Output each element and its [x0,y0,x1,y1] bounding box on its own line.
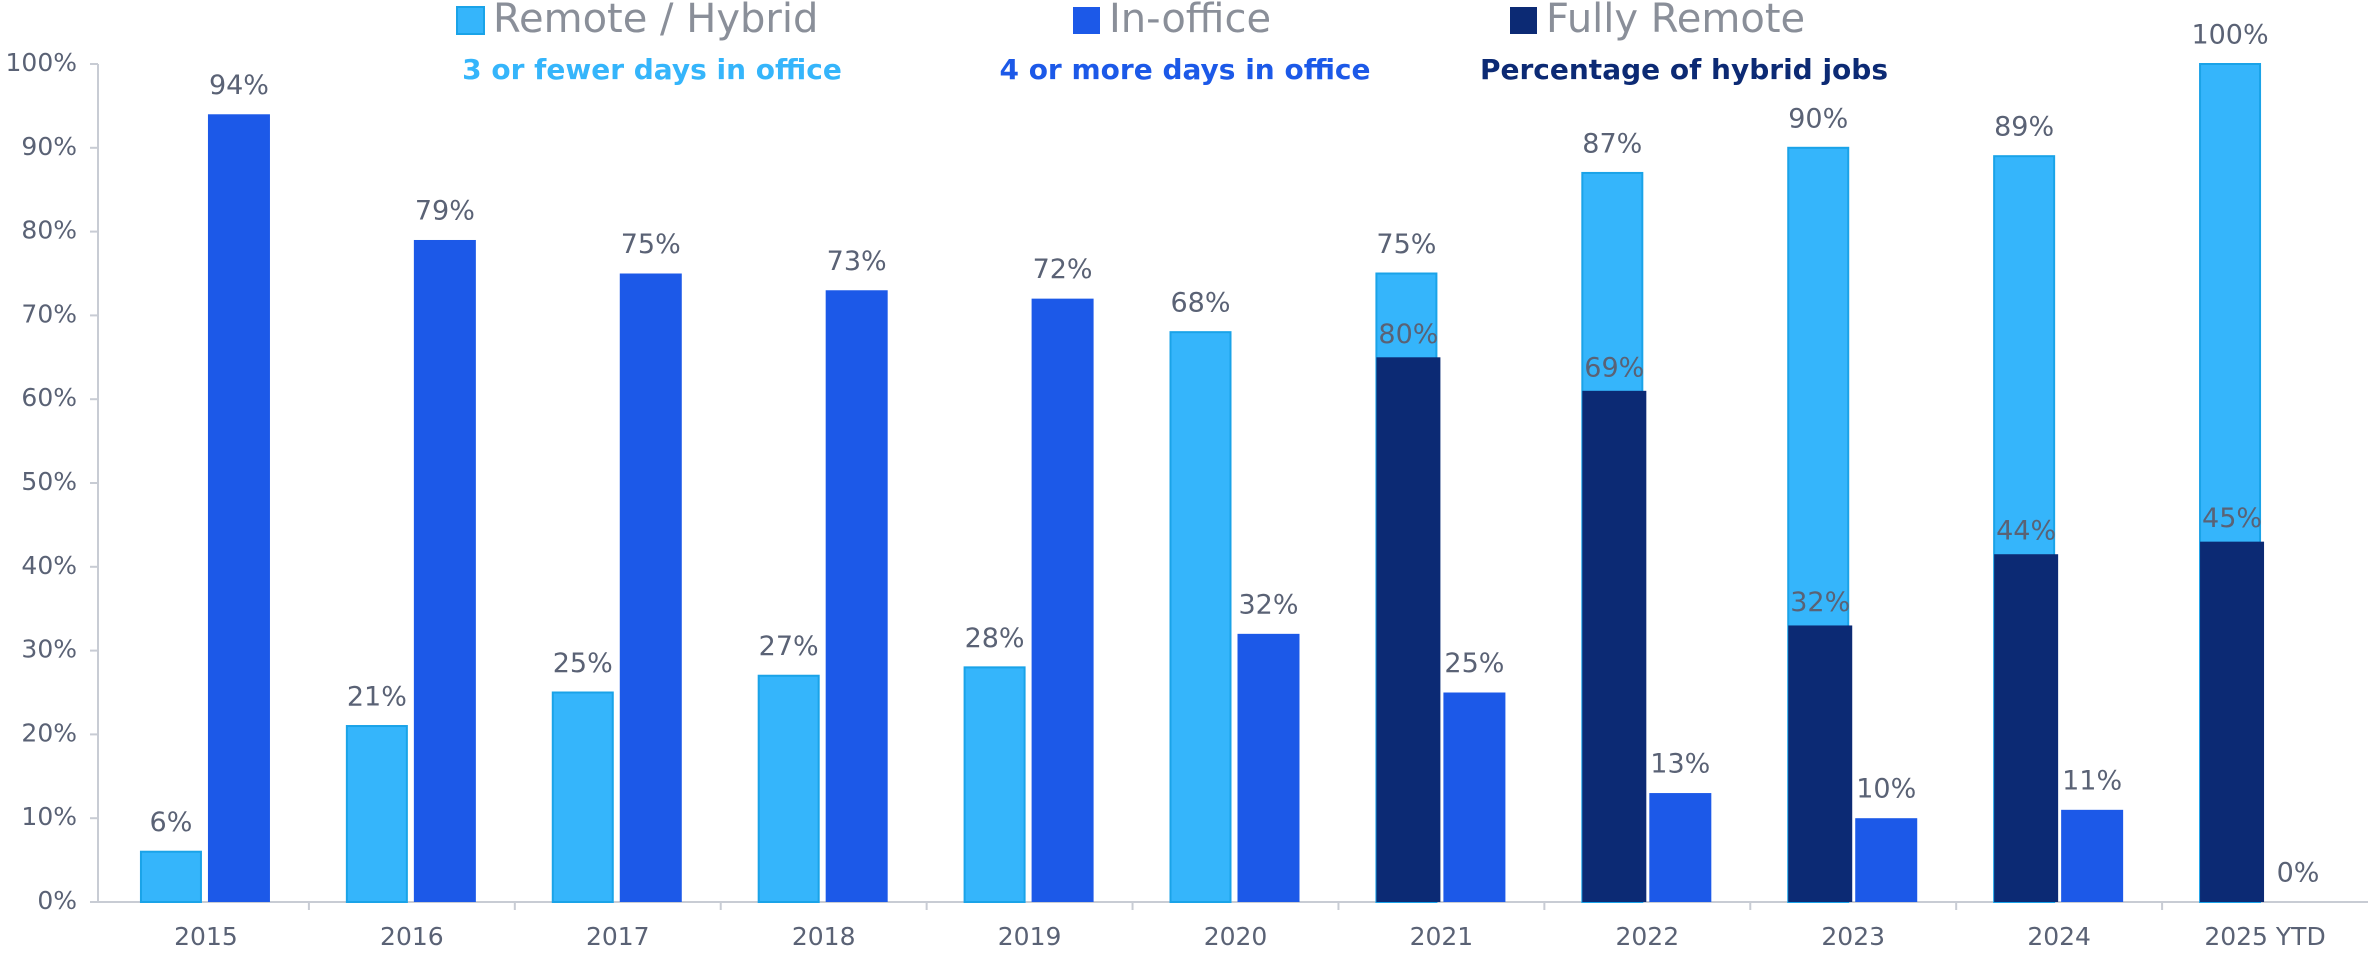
x-tick-label: 2015 [174,922,238,951]
bar [825,290,888,902]
data-label: 28% [965,623,1025,654]
x-tick-label: 2022 [1616,922,1680,951]
legend-label: Remote / Hybrid [493,0,818,42]
y-tick-label: 40% [21,551,77,580]
data-label: 10% [1856,774,1916,805]
y-tick-label: 70% [21,299,77,328]
data-label: 68% [1170,288,1230,319]
y-tick-label: 10% [21,802,77,831]
y-tick-label: 100% [6,48,77,77]
x-tick-label: 2017 [586,922,650,951]
y-tick-label: 50% [21,467,77,496]
data-label: 72% [1033,254,1093,285]
hybrid-label: 80% [1378,319,1438,350]
data-label: 32% [1238,589,1298,620]
bar [1169,331,1232,904]
y-tick-label: 90% [21,132,77,161]
bar [1649,793,1712,902]
legend-swatch [456,6,485,35]
data-label: 94% [209,70,269,101]
legend-subtitle: 4 or more days in office [999,53,1370,86]
bar [1582,390,1647,902]
data-label: 25% [1444,648,1504,679]
bar [2200,541,2265,902]
x-tick-label: 2025 YTD [2204,922,2325,951]
data-label: 11% [2062,765,2122,796]
x-tick-label: 2018 [792,922,856,951]
data-label: 75% [621,229,681,260]
data-label: 13% [1650,749,1710,780]
data-label: 89% [1994,112,2054,143]
data-label: 0% [2277,858,2320,889]
hybrid-label: 32% [1790,587,1850,618]
data-label: 87% [1582,128,1642,159]
x-tick-label: 2021 [1410,922,1474,951]
x-tick-label: 2024 [2027,922,2091,951]
legend-swatch [1510,7,1537,34]
bar [1031,298,1094,902]
hybrid-label: 44% [1996,516,2056,547]
hybrid-label: 69% [1584,352,1644,383]
bar [1855,818,1918,902]
bar [1994,554,2059,902]
legend-label: In-office [1109,0,1271,42]
data-label: 90% [1788,103,1848,134]
x-tick-label: 2020 [1204,922,1268,951]
y-tick-label: 80% [21,216,77,245]
bar [757,674,820,903]
x-tick-label: 2019 [998,922,1062,951]
y-tick-label: 30% [21,635,77,664]
bar [551,691,614,903]
bar [1376,357,1441,902]
bar [207,114,270,902]
legend-subtitle: 3 or fewer days in office [462,53,842,86]
bar [1237,633,1300,902]
y-tick-label: 20% [21,718,77,747]
hybrid-label: 45% [2202,503,2262,534]
y-tick-label: 0% [37,886,77,915]
bar [1443,692,1506,902]
bar [345,725,408,904]
y-tick-label: 60% [21,383,77,412]
data-label: 27% [759,631,819,662]
bar [1788,625,1853,902]
x-tick-label: 2016 [380,922,444,951]
bar [413,239,476,903]
bar [139,850,202,903]
data-label: 73% [827,246,887,277]
data-label: 25% [553,648,613,679]
data-label: 75% [1376,229,1436,260]
legend-subtitle: Percentage of hybrid jobs [1480,53,1888,86]
data-label: 79% [415,195,475,226]
data-label: 21% [347,682,407,713]
data-label: 100% [2191,20,2268,51]
bar [619,273,682,902]
legend-label: Fully Remote [1546,0,1805,42]
bar [963,666,1026,903]
legend-swatch [1073,7,1100,34]
data-label: 6% [150,807,193,838]
x-tick-label: 2023 [1821,922,1885,951]
bar [2061,809,2124,902]
